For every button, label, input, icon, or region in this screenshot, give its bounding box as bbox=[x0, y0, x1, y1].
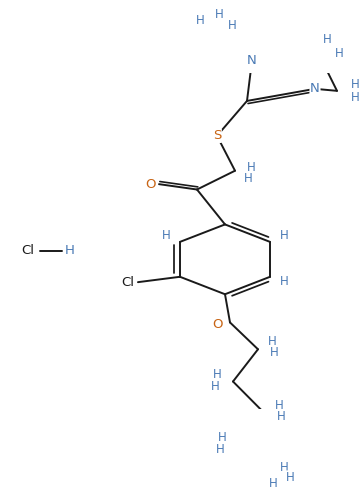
Text: H: H bbox=[213, 368, 221, 381]
Text: H: H bbox=[351, 91, 359, 104]
Text: H: H bbox=[247, 161, 256, 174]
Text: H: H bbox=[162, 229, 170, 242]
Text: Cl: Cl bbox=[122, 276, 134, 289]
Text: H: H bbox=[228, 19, 236, 32]
Text: N: N bbox=[310, 82, 320, 95]
Text: H: H bbox=[270, 346, 278, 359]
Text: N: N bbox=[247, 54, 257, 67]
Text: H: H bbox=[218, 431, 226, 444]
Text: H: H bbox=[280, 229, 288, 242]
Text: H: H bbox=[65, 244, 75, 257]
Text: O: O bbox=[146, 178, 156, 191]
Text: H: H bbox=[323, 34, 331, 46]
Text: O: O bbox=[213, 318, 223, 331]
Text: H: H bbox=[277, 410, 285, 423]
Text: H: H bbox=[211, 380, 219, 393]
Text: H: H bbox=[244, 172, 252, 185]
Text: H: H bbox=[215, 9, 223, 22]
Text: H: H bbox=[335, 48, 343, 61]
Text: H: H bbox=[280, 461, 288, 474]
Text: H: H bbox=[286, 471, 294, 484]
Text: H: H bbox=[274, 398, 284, 411]
Text: S: S bbox=[213, 129, 221, 142]
Text: H: H bbox=[215, 443, 224, 456]
Text: H: H bbox=[269, 477, 277, 490]
Text: H: H bbox=[195, 14, 204, 27]
Text: H: H bbox=[280, 275, 288, 288]
Text: Cl: Cl bbox=[21, 244, 35, 257]
Text: H: H bbox=[268, 335, 276, 348]
Text: H: H bbox=[351, 78, 359, 91]
